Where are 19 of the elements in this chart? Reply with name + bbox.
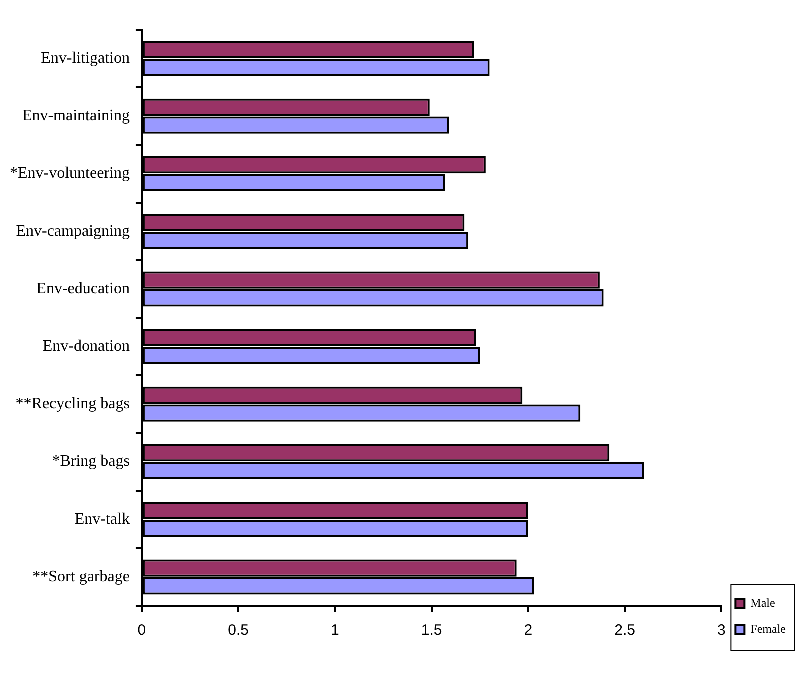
y-tick-label: **Recycling bags [16,396,130,413]
y-tick-label: *Bring bags [52,453,130,470]
y-tick-label: Env-donation [42,338,130,356]
legend-label: Female [750,622,786,636]
y-tick-label: Env-education [36,280,130,298]
x-tick-label: 1.5 [421,622,442,640]
x-tick-label: 0.5 [228,622,250,640]
x-tick-label: 3 [718,622,726,640]
x-tick-label: 2.5 [614,622,636,640]
y-tick-label: *Env-volunteering [10,165,130,182]
x-tick-label: 1 [331,622,340,640]
y-tick-label: Env-talk [74,510,130,528]
y-tick-label: Env-campaigning [16,222,130,240]
y-tick-label: **Sort garbage [32,568,130,586]
x-tick-label: 0 [138,622,146,640]
legend-label: Male [750,596,776,610]
y-tick-label: Env-litigation [41,50,130,68]
y-tick-label: Env-maintaining [22,108,130,125]
x-tick-label: 2 [524,622,533,640]
